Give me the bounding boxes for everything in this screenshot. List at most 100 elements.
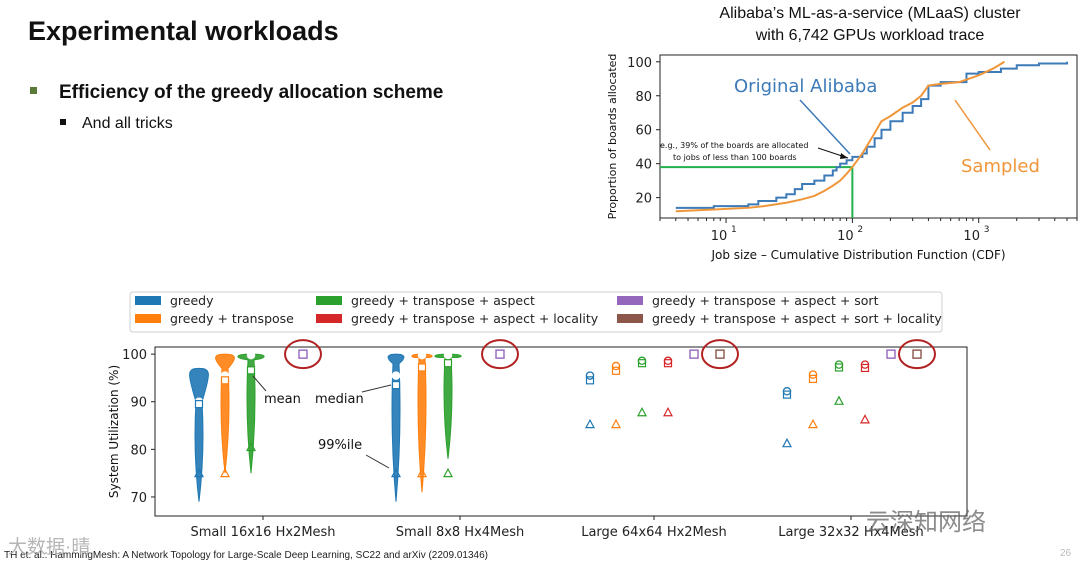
cdf-plot-frame	[659, 54, 1078, 219]
legend-item-label: greedy + transpose	[170, 311, 294, 326]
mean-annotation: mean	[264, 392, 301, 407]
cdf-x-tick-label: 10	[837, 229, 854, 244]
median-marker	[611, 366, 621, 375]
highlight-circle	[284, 339, 322, 370]
cdf-title-line-1: Alibaba’s ML-as-a-service (MLaaS) cluste…	[719, 5, 1021, 22]
bullet-2-text: And all tricks	[82, 115, 173, 132]
violin-y-tick-label: 100	[122, 348, 147, 363]
mean-marker	[298, 349, 308, 359]
mean-marker	[495, 349, 505, 359]
p99-marker	[611, 418, 621, 429]
bullet-1-text: Efficiency of the greedy allocation sche…	[59, 82, 444, 103]
p99-marker	[220, 467, 230, 478]
watermark-left: 大数据·晴	[8, 537, 91, 558]
p99-marker	[246, 441, 256, 452]
cdf-note-line-2: to jobs of less than 100 boards	[673, 153, 797, 162]
cdf-y-tick-label: 40	[635, 158, 652, 173]
p99-marker	[860, 414, 870, 424]
page-number: 26	[1060, 548, 1072, 559]
violin-shape	[215, 353, 235, 474]
violin-plot-frame	[154, 346, 968, 517]
violin-y-tick-label: 80	[130, 443, 147, 458]
cdf-y-axis-label: Proportion of boards allocated	[606, 54, 619, 220]
cdf-y-tick-label: 80	[635, 90, 652, 105]
cdf-sampled-label: Sampled	[961, 156, 1040, 177]
mean-marker	[715, 349, 725, 359]
violin-y-tick-label: 70	[130, 491, 147, 506]
median-marker	[834, 363, 844, 372]
median-marker	[417, 363, 427, 372]
cdf-x-tick-exponent: 2	[857, 225, 863, 235]
cdf-y-tick-label: 60	[635, 124, 652, 139]
median-marker	[663, 359, 673, 368]
highlight-circle	[898, 339, 936, 370]
violin-x-tick-label: Small 8x8 Hx4Mesh	[396, 525, 525, 540]
violin-shape	[434, 353, 462, 459]
legend-item-label: greedy + transpose + aspect + locality	[351, 311, 599, 326]
mean-marker	[246, 350, 256, 360]
legend-item-label: greedy + transpose + aspect + sort + loc…	[652, 311, 942, 326]
cdf-y-tick-label: 100	[627, 56, 652, 71]
legend-item-label: greedy + transpose + aspect + sort	[652, 293, 879, 308]
violin-y-tick-label: 90	[130, 396, 147, 411]
violin-shape	[411, 353, 433, 493]
legend-item-label: greedy	[170, 293, 214, 308]
legend-swatch	[617, 296, 643, 305]
mean-marker	[834, 360, 844, 369]
mean-marker	[637, 356, 647, 366]
p99-marker	[417, 467, 427, 478]
median-marker	[246, 366, 256, 375]
mean-marker	[663, 356, 673, 366]
mean-marker	[886, 349, 896, 359]
mean-annotation-pointer	[252, 375, 267, 392]
violin-x-tick-label: Large 64x64 Hx2Mesh	[581, 525, 727, 540]
cdf-y-tick-label: 20	[635, 192, 652, 207]
mean-marker	[689, 349, 699, 359]
cdf-x-tick-label: 10	[711, 229, 728, 244]
highlight-circle	[701, 339, 739, 370]
cdf-chart-title: Alibaba’s ML-as-a-service (MLaaS) cluste…	[640, 3, 1080, 47]
cdf-x-tick-exponent: 1	[731, 225, 737, 235]
mean-marker	[443, 350, 453, 360]
slide-title: Experimental workloads	[28, 16, 339, 46]
cdf-x-axis-label: Job size – Cumulative Distribution Funct…	[710, 248, 1005, 262]
median-marker	[220, 376, 230, 385]
violin-y-axis-label: System Utilization (%)	[107, 365, 121, 498]
p99-annotation-pointer	[365, 454, 390, 469]
bullet-square-icon	[30, 87, 37, 95]
cdf-x-tick-exponent: 3	[984, 225, 990, 235]
legend-swatch	[617, 314, 643, 323]
bullet-level-1: Efficiency of the greedy allocation sche…	[30, 82, 443, 104]
violin-shape	[237, 353, 265, 474]
violin-shape	[387, 353, 405, 502]
cdf-x-tick-label: 10	[963, 229, 980, 244]
legend-swatch	[316, 296, 342, 305]
mean-marker	[417, 350, 427, 360]
violin-x-tick-label: Small 16x16 Hx2Mesh	[190, 525, 335, 540]
median-annotation: median	[315, 392, 364, 407]
legend-swatch	[135, 314, 161, 323]
mean-marker	[912, 349, 922, 359]
median-marker	[860, 363, 870, 373]
p99-marker	[637, 406, 647, 417]
legend-swatch	[135, 296, 161, 305]
mean-marker	[611, 361, 621, 371]
p99-marker	[585, 418, 595, 429]
cdf-original-alibaba-label: Original Alibaba	[734, 76, 877, 97]
legend-item-label: greedy + transpose + aspect	[351, 293, 535, 308]
cdf-note-line-1: e.g., 39% of the boards are allocated	[660, 141, 808, 150]
legend-swatch	[316, 314, 342, 323]
median-marker	[391, 380, 401, 390]
cdf-series-sampled-line	[675, 60, 1006, 213]
median-marker	[585, 376, 595, 385]
p99-marker	[782, 437, 792, 448]
mean-marker	[585, 371, 595, 380]
p99-marker	[443, 467, 453, 478]
cdf-sampled-pointer-line	[954, 99, 991, 151]
p99-marker	[808, 418, 818, 429]
median-annotation-pointer	[361, 384, 392, 393]
median-marker	[782, 390, 792, 399]
highlight-circle	[481, 339, 519, 370]
